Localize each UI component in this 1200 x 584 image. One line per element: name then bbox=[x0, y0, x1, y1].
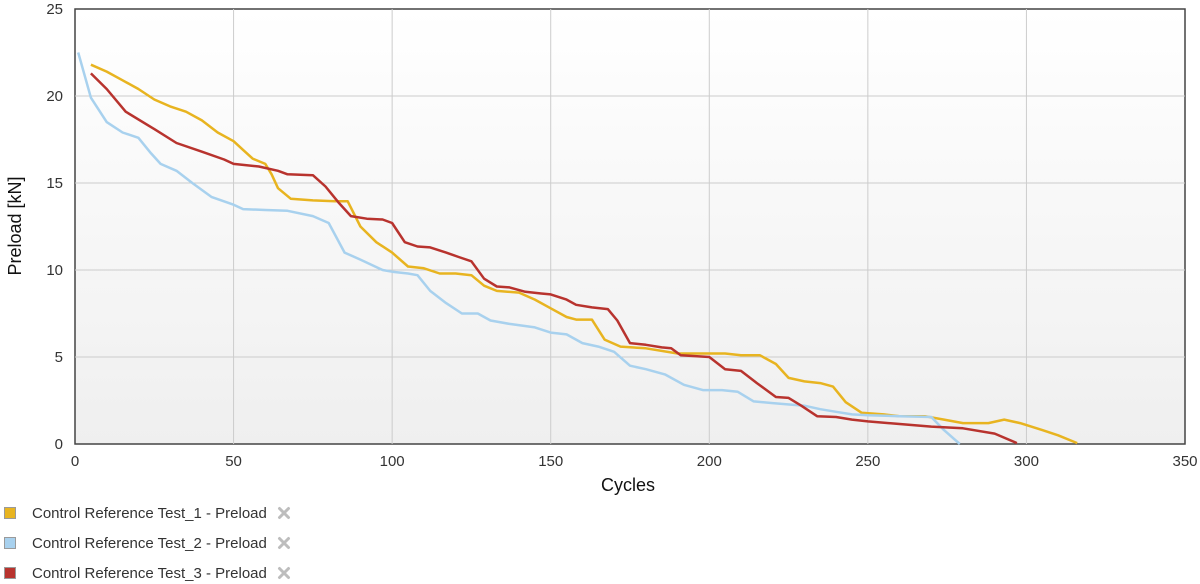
y-tick-label: 10 bbox=[46, 262, 63, 279]
legend-swatch bbox=[4, 537, 16, 549]
y-tick-label: 15 bbox=[46, 175, 63, 192]
series-line-test-3 bbox=[90, 72, 1018, 445]
grid-lines bbox=[75, 9, 1185, 444]
x-axis-tick-labels: 0 50 100 150 200 250 300 350 bbox=[71, 453, 1198, 470]
x-tick-label: 100 bbox=[380, 453, 405, 470]
close-x-icon[interactable] bbox=[277, 506, 291, 520]
legend-label: Control Reference Test_2 - Preload bbox=[32, 534, 267, 552]
series-line-test-1 bbox=[90, 63, 1078, 445]
legend-label: Control Reference Test_3 - Preload bbox=[32, 564, 267, 582]
y-axis-title: Preload [kN] bbox=[5, 176, 25, 275]
legend-item-test-2[interactable]: Control Reference Test_2 - Preload bbox=[4, 532, 291, 554]
y-tick-label: 20 bbox=[46, 88, 63, 105]
y-axis-tick-labels: 0 5 10 15 20 25 bbox=[46, 1, 63, 453]
series-line-test-2 bbox=[76, 52, 961, 445]
legend-swatch bbox=[4, 507, 16, 519]
legend-label: Control Reference Test_1 - Preload bbox=[32, 504, 267, 522]
y-tick-label: 0 bbox=[55, 436, 63, 453]
y-tick-label: 25 bbox=[46, 1, 63, 18]
legend-swatch bbox=[4, 567, 16, 579]
x-tick-label: 0 bbox=[71, 453, 79, 470]
close-x-icon[interactable] bbox=[277, 536, 291, 550]
plot-area bbox=[74, 8, 1186, 445]
x-axis-title: Cycles bbox=[601, 475, 655, 495]
close-x-icon[interactable] bbox=[277, 566, 291, 580]
legend-item-test-1[interactable]: Control Reference Test_1 - Preload bbox=[4, 502, 291, 524]
legend-item-test-3[interactable]: Control Reference Test_3 - Preload bbox=[4, 562, 291, 584]
x-tick-label: 350 bbox=[1172, 453, 1197, 470]
x-tick-label: 50 bbox=[225, 453, 242, 470]
x-tick-label: 300 bbox=[1014, 453, 1039, 470]
x-tick-label: 150 bbox=[538, 453, 563, 470]
series-lines bbox=[76, 52, 1078, 445]
x-tick-label: 200 bbox=[697, 453, 722, 470]
x-tick-label: 250 bbox=[855, 453, 880, 470]
y-tick-label: 5 bbox=[55, 349, 63, 366]
